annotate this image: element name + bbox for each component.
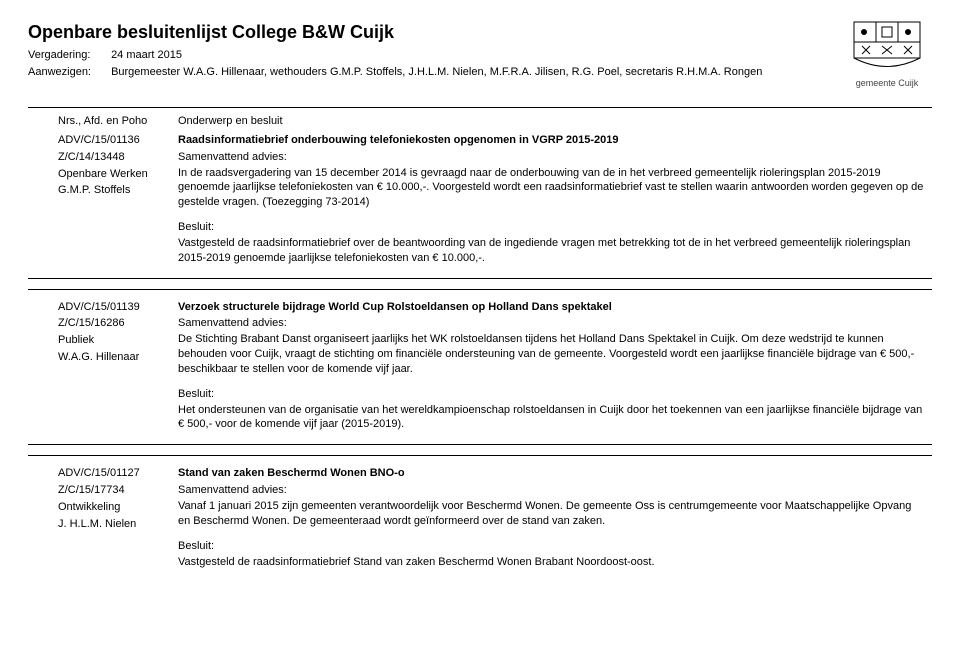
advice-label: Samenvattend advies: <box>178 483 926 498</box>
page-title: Openbare besluitenlijst College B&W Cuij… <box>28 20 842 44</box>
document-header: Openbare besluitenlijst College B&W Cuij… <box>28 20 932 89</box>
item-ref-adv: ADV/C/15/01139 <box>58 300 178 315</box>
items-list: ADV/C/15/01136 Z/C/14/13448 Openbare Werke… <box>28 133 932 570</box>
besluit-label: Besluit: <box>178 387 926 402</box>
item-content-block: Verzoek structurele bijdrage World Cup R… <box>178 300 932 433</box>
present-label: Aanwezigen: <box>28 65 108 80</box>
item-separator <box>28 444 932 445</box>
item-subject: Stand van zaken Beschermd Wonen BNO-o <box>178 466 926 481</box>
decision-item: ADV/C/15/01139Z/C/15/16286 Publiek W.A.G. … <box>28 289 932 433</box>
besluit-text: Vastgesteld de raadsinformatiebrief over… <box>178 236 926 266</box>
advice-text: De Stichting Brabant Danst organiseert j… <box>178 332 926 377</box>
advice-text: In de raadsvergadering van 15 december 2… <box>178 166 926 211</box>
item-separator <box>28 278 932 279</box>
item-meta-block: ADV/C/15/01136 Z/C/14/13448 Openbare Werke… <box>28 133 178 266</box>
col-header-right: Onderwerp en besluit <box>178 114 932 129</box>
decision-item: ADV/C/15/01127 Z/C/15/17734 Ontwikkeling J.… <box>28 455 932 569</box>
item-dept: Ontwikkeling <box>58 500 178 515</box>
municipality-logo-block: gemeente Cuijk <box>842 20 932 89</box>
item-content-block: Stand van zaken Beschermd Wonen BNO-o Sam… <box>178 466 932 569</box>
crest-icon <box>852 20 922 70</box>
present-names: Burgemeester W.A.G. Hillenaar, wethouder… <box>111 66 762 78</box>
besluit-label: Besluit: <box>178 539 926 554</box>
item-dept: Publiek <box>58 333 178 348</box>
item-content-block: Raadsinformatiebrief onderbouwing telefo… <box>178 133 932 266</box>
item-ref-z: Z/C/14/13448 <box>58 150 178 165</box>
present-row: Aanwezigen: Burgemeester W.A.G. Hillenaa… <box>28 65 842 80</box>
col-header-left: Nrs., Afd. en Poho <box>28 114 178 129</box>
advice-text: Vanaf 1 januari 2015 zijn gemeenten vera… <box>178 499 926 529</box>
municipality-name: gemeente Cuijk <box>842 77 932 89</box>
item-subject: Raadsinformatiebrief onderbouwing telefo… <box>178 133 926 148</box>
item-holder: J. H.L.M. Nielen <box>58 517 178 532</box>
item-ref-z: Z/C/15/17734 <box>58 483 178 498</box>
item-subject: Verzoek structurele bijdrage World Cup R… <box>178 300 926 315</box>
advice-label: Samenvattend advies: <box>178 150 926 165</box>
item-holder: G.M.P. Stoffels <box>58 183 178 198</box>
besluit-text: Vastgesteld de raadsinformatiebrief Stan… <box>178 555 926 570</box>
besluit-text: Het ondersteunen van de organisatie van … <box>178 403 926 433</box>
header-text-block: Openbare besluitenlijst College B&W Cuij… <box>28 20 842 82</box>
advice-label: Samenvattend advies: <box>178 316 926 331</box>
meeting-row: Vergadering: 24 maart 2015 <box>28 48 842 63</box>
meeting-date: 24 maart 2015 <box>111 49 182 61</box>
item-meta-block: ADV/C/15/01127 Z/C/15/17734 Ontwikkeling J.… <box>28 466 178 569</box>
item-dept: Openbare Werken <box>58 167 178 182</box>
item-meta-block: ADV/C/15/01139Z/C/15/16286 Publiek W.A.G. … <box>28 300 178 433</box>
decision-item: ADV/C/15/01136 Z/C/14/13448 Openbare Werke… <box>28 133 932 266</box>
item-holder: W.A.G. Hillenaar <box>58 350 178 365</box>
item-ref-adv: ADV/C/15/01127 <box>58 466 178 481</box>
item-ref-adv: ADV/C/15/01136 <box>58 133 178 148</box>
meeting-label: Vergadering: <box>28 48 108 63</box>
item-ref-z: Z/C/15/16286 <box>58 316 178 331</box>
besluit-label: Besluit: <box>178 220 926 235</box>
column-headers: Nrs., Afd. en Poho Onderwerp en besluit <box>28 107 932 129</box>
